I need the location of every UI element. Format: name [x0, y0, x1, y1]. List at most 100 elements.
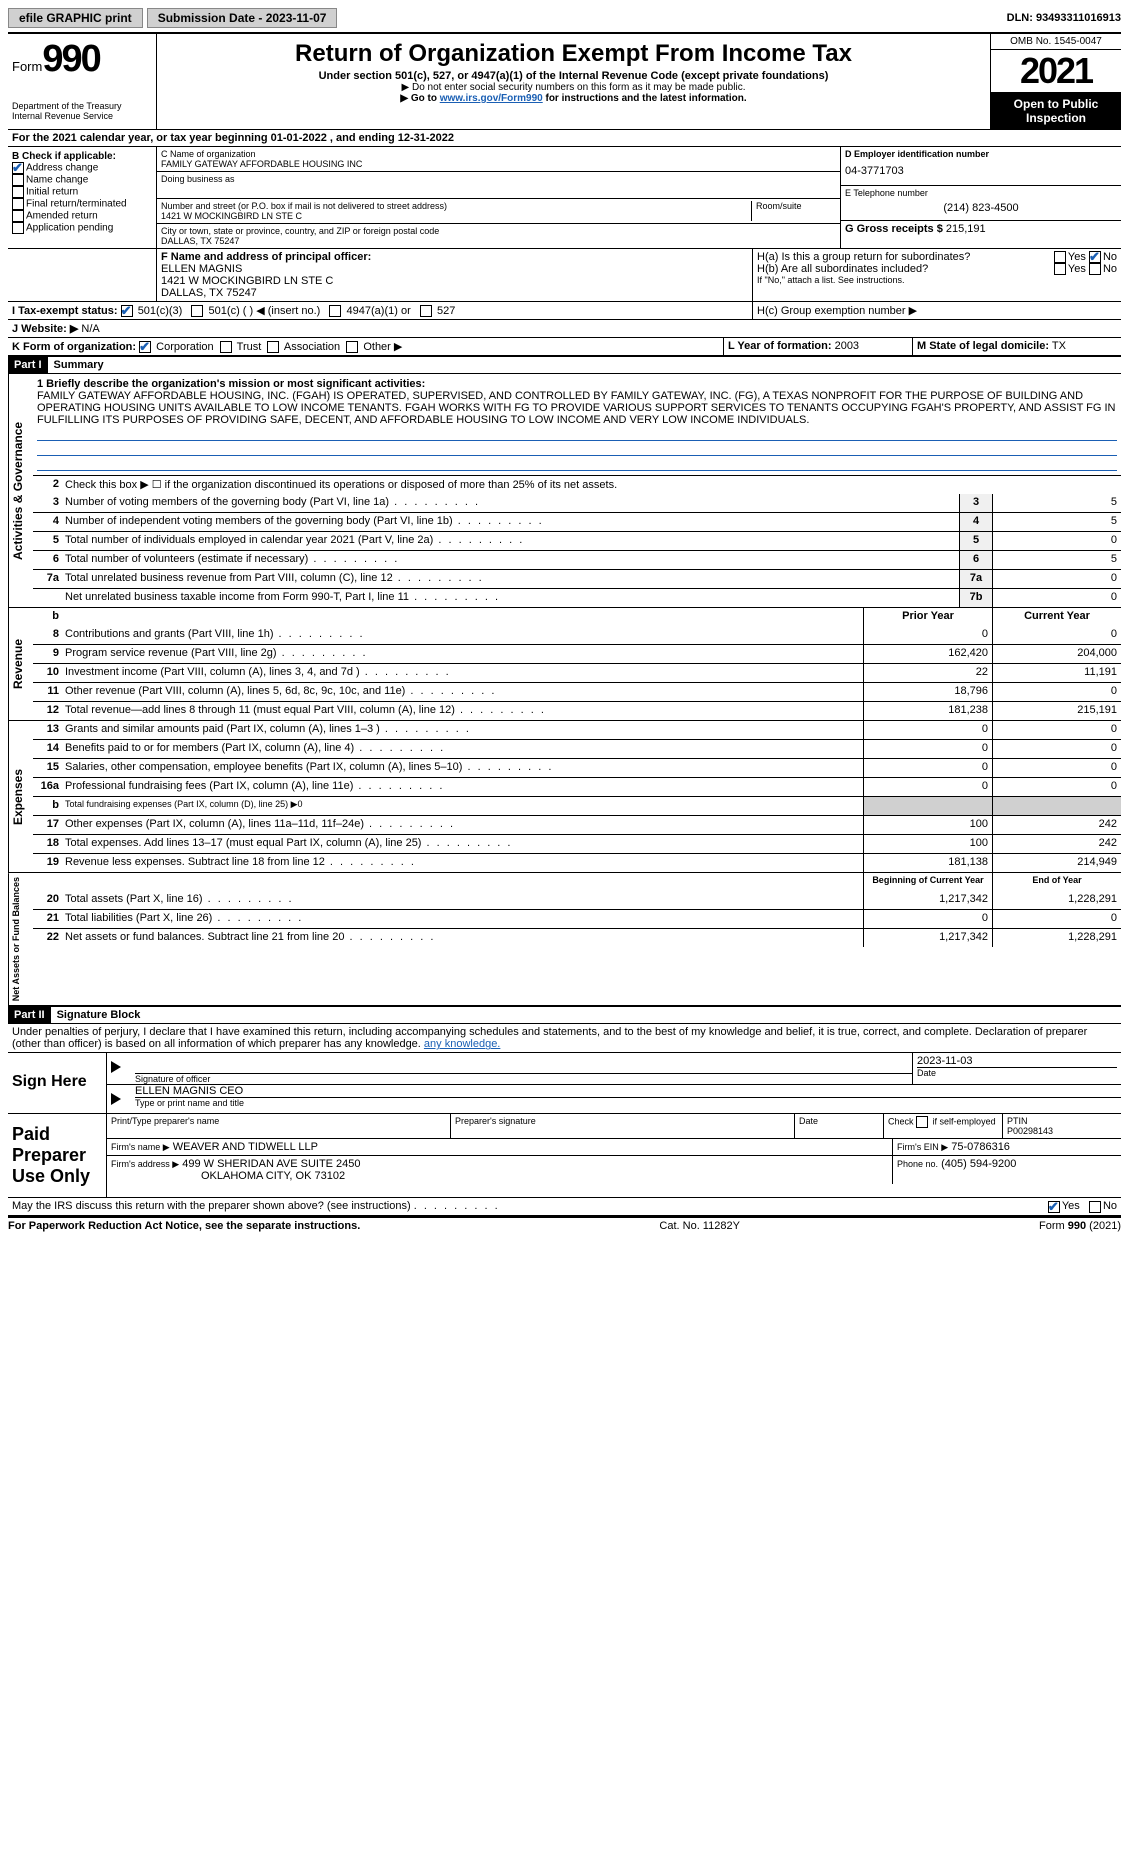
col-header-row: b Prior Year Current Year	[33, 608, 1121, 626]
prep-name-hdr: Print/Type preparer's name	[107, 1114, 451, 1138]
chk-discuss-yes[interactable]	[1048, 1201, 1060, 1213]
gov-line: 6Total number of volunteers (estimate if…	[33, 550, 1121, 569]
sig-date-label: Date	[917, 1067, 1117, 1078]
rev-line: 12Total revenue—add lines 8 through 11 (…	[33, 701, 1121, 720]
hdr-prior: Prior Year	[863, 608, 992, 626]
form-header: Form990 Department of the Treasury Inter…	[8, 34, 1121, 130]
ptin-value: P00298143	[1007, 1126, 1117, 1136]
chk-discuss-no[interactable]	[1089, 1201, 1101, 1213]
tax-year: 2021	[991, 50, 1121, 93]
chk-initial[interactable]: Initial return	[12, 186, 152, 198]
section-bcd: B Check if applicable: Address change Na…	[8, 147, 1121, 249]
hdr-current: Current Year	[992, 608, 1121, 626]
line-2: 2 Check this box ▶ ☐ if the organization…	[33, 475, 1121, 494]
domicile-label: M State of legal domicile:	[917, 340, 1049, 352]
chk-corp[interactable]	[139, 341, 151, 353]
chk-final[interactable]: Final return/terminated	[12, 198, 152, 210]
note-ssn: ▶ Do not enter social security numbers o…	[161, 82, 986, 93]
box-b: B Check if applicable: Address change Na…	[8, 147, 157, 248]
chk-pending[interactable]: Application pending	[12, 222, 152, 234]
firm-addr1: 499 W SHERIDAN AVE SUITE 2450	[182, 1158, 360, 1170]
firm-name: WEAVER AND TIDWELL LLP	[173, 1141, 318, 1153]
paid-preparer-section: Paid Preparer Use Only Print/Type prepar…	[8, 1114, 1121, 1198]
note2-post: for instructions and the latest informat…	[543, 93, 747, 104]
form-number: 990	[42, 38, 99, 80]
form-org-label: K Form of organization:	[12, 341, 136, 353]
prep-sig-hdr: Preparer's signature	[451, 1114, 795, 1138]
mission-text: FAMILY GATEWAY AFFORDABLE HOUSING, INC. …	[37, 390, 1117, 426]
discuss-row: May the IRS discuss this return with the…	[8, 1198, 1121, 1215]
chk-assoc[interactable]	[267, 341, 279, 353]
chk-4947[interactable]	[329, 305, 341, 317]
declaration: Under penalties of perjury, I declare th…	[8, 1024, 1121, 1053]
firm-phone-label: Phone no.	[897, 1159, 938, 1169]
domicile-value: TX	[1052, 340, 1066, 352]
exp-line: 16aProfessional fundraising fees (Part I…	[33, 777, 1121, 796]
sig-officer-label: Signature of officer	[135, 1073, 912, 1084]
box-c: C Name of organization FAMILY GATEWAY AF…	[157, 147, 840, 248]
chk-501c[interactable]	[191, 305, 203, 317]
ha-row: H(a) Is this a group return for subordin…	[757, 251, 1117, 263]
section-expenses: Expenses 13Grants and similar amounts pa…	[8, 721, 1121, 873]
part1-header: Part I Summary	[8, 356, 1121, 374]
header-left: Form990 Department of the Treasury Inter…	[8, 34, 157, 129]
sign-here-label: Sign Here	[8, 1053, 107, 1113]
net-line: 20Total assets (Part X, line 16)1,217,34…	[33, 891, 1121, 909]
chk-name[interactable]: Name change	[12, 174, 152, 186]
year-formation-label: L Year of formation:	[728, 340, 832, 352]
note-link: ▶ Go to www.irs.gov/Form990 for instruct…	[161, 93, 986, 104]
gov-line: 3Number of voting members of the governi…	[33, 494, 1121, 512]
submission-date-button[interactable]: Submission Date - 2023-11-07	[147, 8, 338, 28]
part2-title: Signature Block	[51, 1009, 141, 1021]
rev-line: 9Program service revenue (Part VIII, lin…	[33, 644, 1121, 663]
hdr-begin: Beginning of Current Year	[863, 873, 992, 891]
phone-label: E Telephone number	[845, 188, 1117, 198]
sig-name: ELLEN MAGNIS CEO	[135, 1085, 1121, 1097]
hb-note: If "No," attach a list. See instructions…	[757, 275, 1117, 285]
firm-addr-label: Firm's address ▶	[111, 1159, 179, 1169]
box-deg: D Employer identification number 04-3771…	[840, 147, 1121, 248]
arrow-icon	[111, 1061, 121, 1073]
chk-other[interactable]	[346, 341, 358, 353]
gov-line: 7aTotal unrelated business revenue from …	[33, 569, 1121, 588]
vert-expenses: Expenses	[8, 721, 33, 872]
section-fh: F Name and address of principal officer:…	[8, 249, 1121, 302]
header-right: OMB No. 1545-0047 2021 Open to Public In…	[990, 34, 1121, 129]
efile-print-button[interactable]: efile GRAPHIC print	[8, 8, 143, 28]
col-header-row2: Beginning of Current Year End of Year	[33, 873, 1121, 891]
firm-phone: (405) 594-9200	[941, 1158, 1016, 1170]
line-a-text: For the 2021 calendar year, or tax year …	[8, 130, 1121, 146]
sig-name-label: Type or print name and title	[135, 1097, 1121, 1108]
ein-label: D Employer identification number	[845, 149, 1117, 159]
chk-trust[interactable]	[220, 341, 232, 353]
form-subtitle: Under section 501(c), 527, or 4947(a)(1)…	[161, 70, 986, 82]
rev-line: 11Other revenue (Part VIII, column (A), …	[33, 682, 1121, 701]
hc-row: H(c) Group exemption number ▶	[753, 302, 1121, 319]
chk-amended[interactable]: Amended return	[12, 210, 152, 222]
open-public-badge: Open to Public Inspection	[991, 93, 1121, 129]
part1-tag: Part I	[8, 357, 48, 373]
line-a: For the 2021 calendar year, or tax year …	[8, 130, 1121, 147]
ptin-hdr: PTIN	[1007, 1116, 1117, 1126]
footer: For Paperwork Reduction Act Notice, see …	[8, 1218, 1121, 1234]
chk-self-employed[interactable]	[916, 1116, 928, 1128]
any-knowledge-link[interactable]: any knowledge.	[424, 1038, 500, 1050]
footer-right: Form 990 (2021)	[1039, 1220, 1121, 1232]
chk-address[interactable]: Address change	[12, 162, 152, 174]
gross-label: G Gross receipts $	[845, 223, 943, 235]
note2-pre: ▶ Go to	[400, 93, 439, 104]
vert-activities: Activities & Governance	[8, 374, 33, 607]
chk-527[interactable]	[420, 305, 432, 317]
website-value: N/A	[81, 323, 99, 335]
irs-link[interactable]: www.irs.gov/Form990	[440, 93, 543, 104]
street-label: Number and street (or P.O. box if mail i…	[161, 201, 747, 211]
vert-netassets: Net Assets or Fund Balances	[8, 873, 33, 1005]
officer-name: ELLEN MAGNIS	[161, 263, 748, 275]
form-word: Form	[12, 59, 42, 74]
form-container: Form990 Department of the Treasury Inter…	[8, 32, 1121, 1218]
prep-self-hdr: Check if self-employed	[884, 1114, 1003, 1138]
footer-left: For Paperwork Reduction Act Notice, see …	[8, 1220, 360, 1232]
vert-revenue: Revenue	[8, 608, 33, 720]
paid-preparer-label: Paid Preparer Use Only	[8, 1114, 107, 1197]
chk-501c3[interactable]	[121, 305, 133, 317]
